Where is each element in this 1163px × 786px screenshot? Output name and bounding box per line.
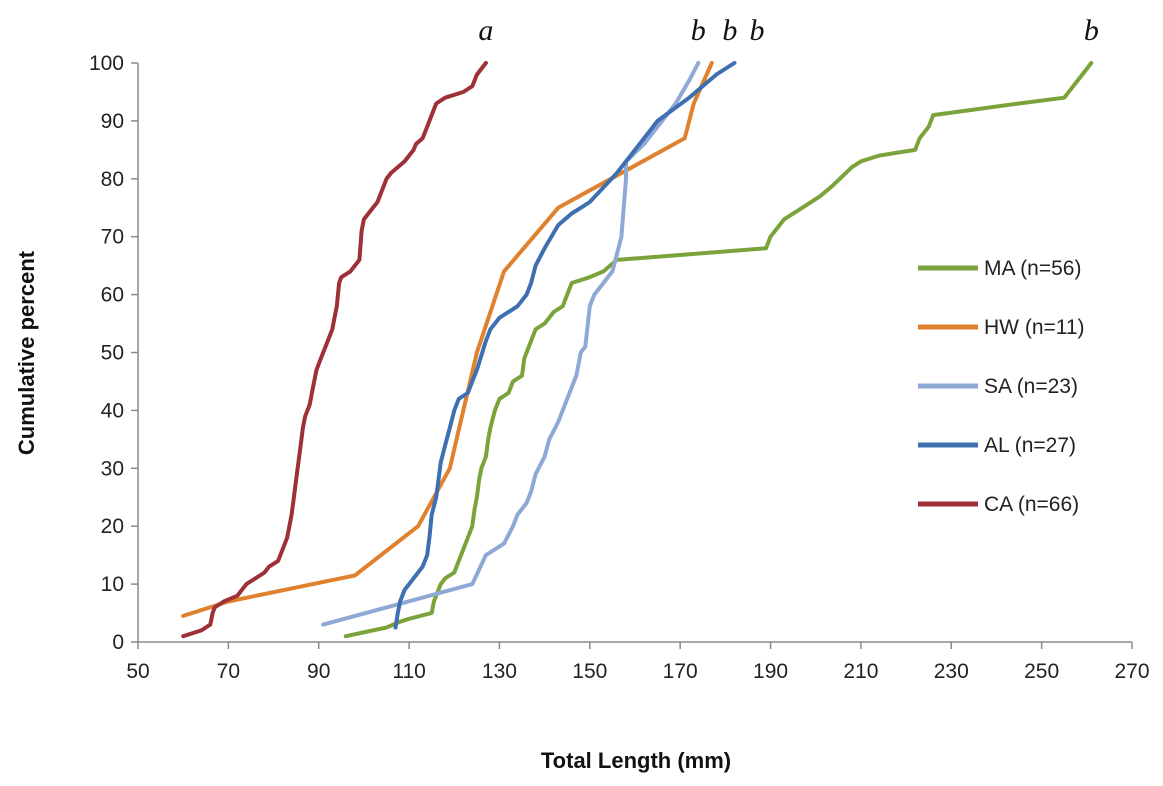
- x-axis-title: Total Length (mm): [541, 748, 731, 773]
- x-tick-label: 210: [843, 660, 878, 683]
- x-tick-label: 190: [753, 660, 788, 683]
- series-lines: [181, 61, 1094, 639]
- legend-label: AL (n=27): [984, 434, 1076, 457]
- y-tick-label: 40: [101, 399, 124, 422]
- significance-letter: b: [691, 14, 706, 47]
- y-tick-label: 100: [89, 52, 124, 75]
- x-tick-label: 90: [307, 660, 330, 683]
- x-tick-label: 50: [126, 660, 149, 683]
- y-tick-label: 20: [101, 515, 124, 538]
- y-tick-label: 90: [101, 110, 124, 133]
- y-tick-label: 10: [101, 573, 124, 596]
- y-tick-label: 80: [101, 168, 124, 191]
- series-line-hw: [181, 61, 714, 618]
- x-tick-label: 230: [934, 660, 969, 683]
- y-tick-label: 30: [101, 457, 124, 480]
- significance-letter: a: [478, 14, 493, 47]
- x-tick-label: 270: [1114, 660, 1149, 683]
- x-tick-label: 70: [217, 660, 240, 683]
- y-tick-label: 70: [101, 226, 124, 249]
- significance-letter: b: [1084, 14, 1099, 47]
- series-line-ca: [181, 61, 488, 639]
- significance-letter: b: [749, 14, 764, 47]
- x-tick-label: 110: [392, 660, 425, 683]
- x-tick-label: 170: [663, 660, 698, 683]
- y-tick-label: 0: [112, 631, 124, 654]
- x-tick-label: 250: [1024, 660, 1059, 683]
- series-line-al: [393, 61, 737, 630]
- x-tick-label: 150: [572, 660, 607, 683]
- y-axis-title: Cumulative percent: [14, 250, 39, 455]
- legend-label: CA (n=66): [984, 493, 1079, 516]
- legend-label: SA (n=23): [984, 375, 1078, 398]
- y-tick-label: 60: [101, 284, 124, 307]
- axes: 0 10 20 30 40 50 60 70 80 90 100 50 70 90 110 130 150 170…: [89, 52, 1150, 683]
- series-line-ma: [343, 61, 1094, 639]
- series-line-sa: [321, 61, 701, 627]
- legend: MA (n=56) HW (n=11) SA (n=23) AL (n=27) CA (…: [918, 257, 1085, 516]
- significance-letter: b: [722, 14, 737, 47]
- legend-label: MA (n=56): [984, 257, 1081, 280]
- y-tick-label: 50: [101, 342, 124, 365]
- legend-label: HW (n=11): [984, 316, 1085, 339]
- x-tick-label: 130: [482, 660, 517, 683]
